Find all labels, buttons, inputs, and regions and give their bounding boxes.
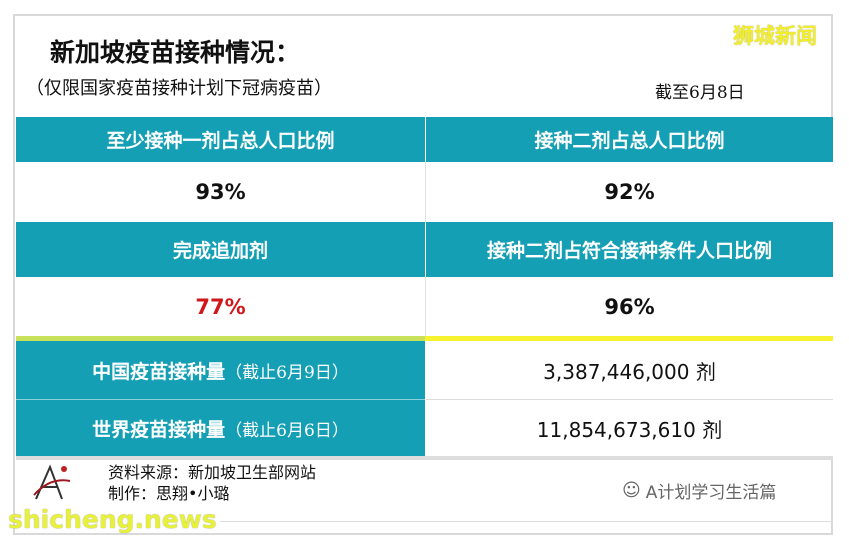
wechat-account: ☺ A计划学习生活篇 — [622, 478, 776, 503]
section-divider — [16, 336, 833, 341]
grid-value-3: 77% — [16, 277, 425, 336]
grid-label-1: 至少接种一剂占总人口比例 — [16, 117, 425, 162]
grid-value-2: 92% — [426, 162, 833, 222]
logo — [30, 463, 75, 503]
world-doses-label: 世界疫苗接种量 （截止6月6日） — [16, 400, 425, 456]
grid-label-2: 接种二剂占总人口比例 — [426, 117, 833, 162]
wechat-icon: ☺ — [622, 480, 641, 501]
author-credit: 制作：思翔•小璐 — [108, 484, 230, 503]
note: （截止6月9日） — [225, 362, 349, 383]
grid-label-3: 完成追加剂 — [16, 222, 425, 277]
page-title: 新加坡疫苗接种情况： — [50, 38, 301, 67]
subtitle: （仅限国家疫苗接种计划下冠病疫苗） — [26, 78, 332, 99]
grid-label-4: 接种二剂占符合接种条件人口比例 — [426, 222, 833, 277]
divider — [16, 456, 833, 460]
world-doses-value: 11,854,673,610 剂 — [426, 400, 833, 456]
note: （截止6月6日） — [225, 420, 349, 441]
wechat-name: A计划学习生活篇 — [645, 483, 777, 503]
site-watermark: shicheng.news — [8, 505, 217, 534]
label: 中国疫苗接种量 — [92, 360, 226, 383]
china-doses-label: 中国疫苗接种量 （截止6月9日） — [16, 341, 425, 400]
source-credit: 资料来源：新加坡卫生部网站 — [108, 463, 317, 482]
as-of-date: 截至6月8日 — [655, 83, 745, 103]
china-doses-value: 3,387,446,000 剂 — [426, 341, 833, 400]
divider — [220, 521, 833, 522]
divider — [425, 162, 426, 222]
grid-value-1: 93% — [16, 162, 425, 222]
grid-value-4: 96% — [426, 277, 833, 336]
brand-watermark: 狮城新闻 — [733, 24, 817, 48]
divider — [425, 277, 426, 336]
label: 世界疫苗接种量 — [92, 418, 226, 441]
